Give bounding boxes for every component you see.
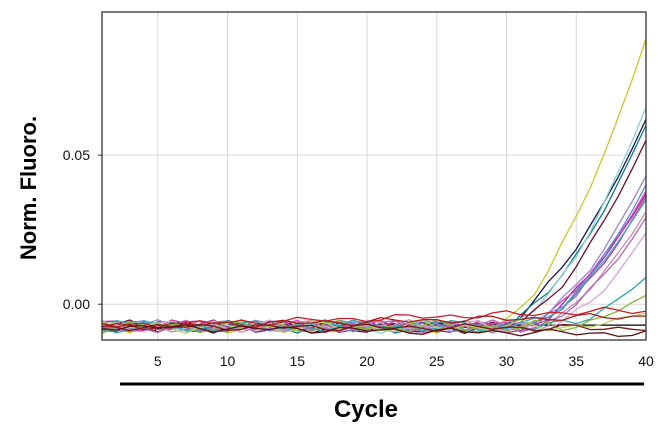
series-line bbox=[101, 322, 647, 333]
x-axis-title: Cycle bbox=[334, 396, 398, 423]
series-line bbox=[101, 324, 647, 338]
x-tick-label: 25 bbox=[429, 353, 445, 369]
gridlines bbox=[102, 12, 647, 340]
x-tick-labels: 5 10 15 20 25 30 35 40 bbox=[154, 353, 654, 369]
x-tick-label: 15 bbox=[289, 353, 305, 369]
y-tick-label: 0.05 bbox=[63, 147, 90, 163]
x-tick-label: 10 bbox=[220, 353, 236, 369]
x-tick-label: 20 bbox=[359, 353, 375, 369]
series-line bbox=[101, 306, 647, 329]
x-tick-label: 5 bbox=[154, 353, 162, 369]
y-tick-labels: 0.00 0.05 bbox=[63, 147, 102, 312]
x-tick-label: 35 bbox=[568, 353, 584, 369]
series-line bbox=[101, 312, 647, 335]
plot-frame bbox=[101, 11, 647, 341]
x-tick-label: 40 bbox=[638, 353, 654, 369]
y-tick-label: 0.00 bbox=[63, 296, 90, 312]
series-line bbox=[101, 312, 646, 331]
plot-background bbox=[102, 12, 646, 340]
y-axis-title: Norm. Fluoro. bbox=[16, 116, 41, 260]
x-tick-label: 30 bbox=[499, 353, 515, 369]
series-group bbox=[101, 38, 647, 338]
